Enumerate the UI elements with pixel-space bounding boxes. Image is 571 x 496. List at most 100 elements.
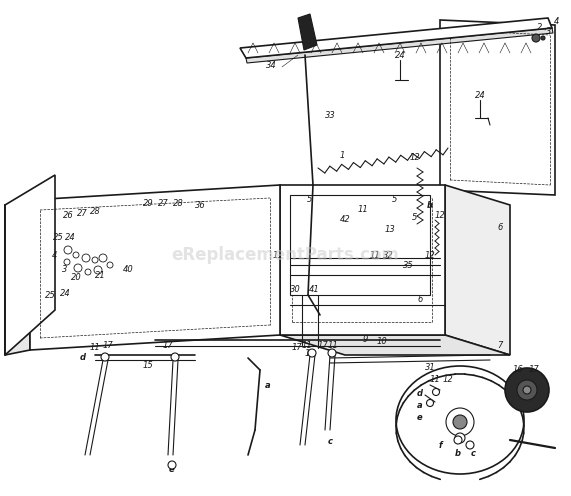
Circle shape: [64, 259, 70, 265]
Circle shape: [453, 415, 467, 429]
Text: 17: 17: [292, 343, 303, 352]
Text: 42: 42: [340, 215, 351, 225]
Text: 6: 6: [417, 296, 423, 305]
Ellipse shape: [396, 366, 524, 474]
Text: 15: 15: [304, 349, 315, 358]
Text: 11: 11: [301, 340, 312, 350]
Text: 11: 11: [357, 205, 368, 214]
Text: 24: 24: [59, 289, 70, 298]
Text: 4: 4: [53, 250, 58, 259]
Polygon shape: [5, 200, 30, 355]
Circle shape: [99, 254, 107, 262]
Text: 36: 36: [195, 201, 206, 210]
Text: a: a: [417, 400, 423, 410]
Text: 28: 28: [172, 198, 183, 207]
Text: 13: 13: [385, 226, 395, 235]
Polygon shape: [280, 185, 445, 335]
Text: b: b: [427, 200, 433, 209]
Text: 17: 17: [163, 340, 174, 350]
Circle shape: [523, 386, 531, 394]
Text: 17: 17: [103, 340, 114, 350]
Text: 9: 9: [363, 335, 368, 345]
Text: 2: 2: [537, 23, 542, 33]
Text: 27: 27: [77, 208, 87, 218]
Polygon shape: [240, 18, 552, 58]
Text: 11: 11: [328, 340, 339, 350]
Text: 24: 24: [65, 234, 75, 243]
Text: 17: 17: [529, 366, 540, 374]
Text: 12: 12: [425, 250, 435, 259]
Text: 11: 11: [272, 250, 283, 259]
Text: 33: 33: [325, 111, 335, 120]
Circle shape: [107, 262, 113, 268]
Text: 29: 29: [143, 198, 154, 207]
Circle shape: [73, 252, 79, 258]
Circle shape: [64, 246, 72, 254]
Circle shape: [455, 433, 465, 443]
Text: 25: 25: [45, 291, 55, 300]
Circle shape: [427, 399, 433, 407]
Text: 35: 35: [403, 260, 413, 269]
Text: 12: 12: [435, 210, 445, 220]
Circle shape: [328, 349, 336, 357]
Text: 1: 1: [339, 150, 345, 160]
Polygon shape: [290, 195, 430, 295]
Text: 3: 3: [62, 265, 68, 274]
Text: f: f: [438, 440, 442, 449]
Text: 26: 26: [63, 210, 74, 220]
Circle shape: [92, 257, 98, 263]
Text: 16: 16: [513, 366, 524, 374]
Text: 25: 25: [53, 234, 63, 243]
Text: 5: 5: [412, 213, 418, 223]
Text: 24: 24: [475, 90, 485, 100]
Circle shape: [532, 34, 540, 42]
Circle shape: [308, 349, 316, 357]
Circle shape: [517, 380, 537, 400]
Circle shape: [541, 36, 545, 40]
Text: d: d: [417, 388, 423, 397]
Text: 4: 4: [554, 17, 560, 26]
Text: 27: 27: [158, 198, 168, 207]
Text: b: b: [455, 448, 461, 457]
Circle shape: [101, 353, 109, 361]
Text: 11: 11: [429, 375, 440, 384]
Text: 7: 7: [497, 340, 502, 350]
Text: 34: 34: [266, 61, 276, 69]
Text: 20: 20: [71, 273, 82, 283]
Circle shape: [82, 254, 90, 262]
Polygon shape: [445, 185, 510, 355]
Text: a: a: [265, 380, 271, 389]
Text: 10: 10: [377, 337, 387, 347]
Text: 5: 5: [392, 195, 397, 204]
Text: 11: 11: [369, 250, 380, 259]
Polygon shape: [298, 14, 317, 50]
Text: e: e: [169, 466, 175, 475]
Text: 15: 15: [143, 361, 154, 370]
Text: 5: 5: [307, 195, 313, 204]
Circle shape: [85, 269, 91, 275]
Text: c: c: [471, 448, 476, 457]
Circle shape: [446, 408, 474, 436]
Text: d: d: [80, 354, 86, 363]
Circle shape: [74, 264, 82, 272]
Circle shape: [171, 353, 179, 361]
Text: 3: 3: [546, 27, 552, 37]
Circle shape: [505, 368, 549, 412]
Circle shape: [454, 436, 462, 444]
Polygon shape: [5, 175, 55, 355]
Text: 41: 41: [308, 286, 319, 295]
Polygon shape: [30, 185, 280, 350]
Text: 12: 12: [443, 375, 453, 384]
Text: e: e: [417, 413, 423, 422]
Text: 32: 32: [383, 250, 393, 259]
Circle shape: [94, 266, 102, 274]
Polygon shape: [280, 335, 510, 355]
Circle shape: [466, 441, 474, 449]
Text: 31: 31: [425, 364, 435, 372]
Text: 24: 24: [395, 51, 405, 60]
Text: 11: 11: [90, 344, 100, 353]
Text: 21: 21: [95, 270, 106, 280]
Polygon shape: [440, 20, 555, 195]
Polygon shape: [246, 28, 553, 63]
Text: 28: 28: [90, 207, 100, 216]
